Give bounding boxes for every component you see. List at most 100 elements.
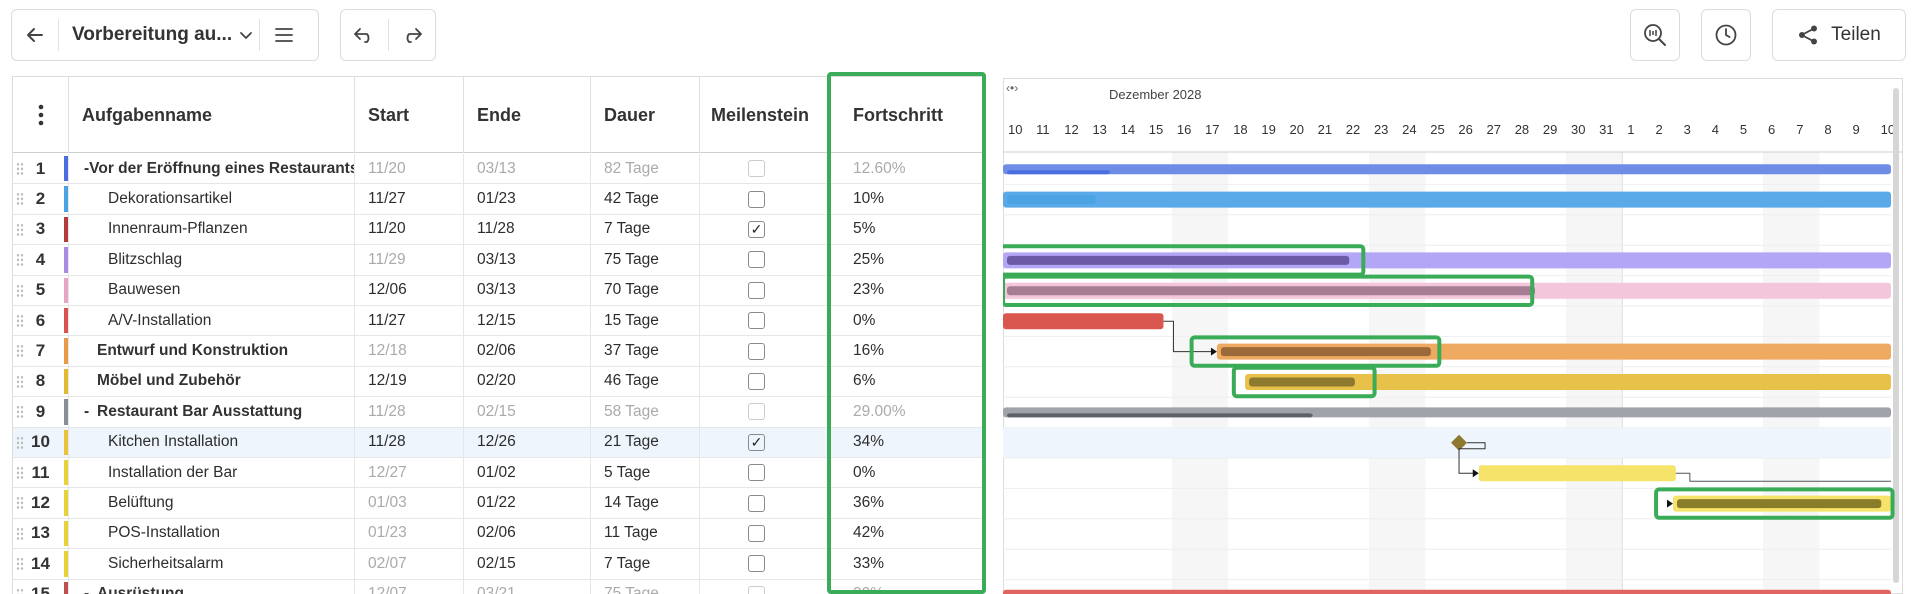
- drag-handle-icon[interactable]: [16, 222, 24, 237]
- drag-handle-icon[interactable]: [16, 526, 24, 541]
- start-date-cell[interactable]: 02/07: [355, 549, 464, 579]
- project-title-dropdown[interactable]: Vorbereitung au...: [59, 24, 259, 46]
- start-date-cell[interactable]: 11/20: [355, 154, 464, 184]
- collapse-toggle[interactable]: -: [84, 585, 90, 594]
- header-name[interactable]: Aufgabenname: [69, 77, 355, 153]
- duration-cell[interactable]: 75 Tage: [591, 245, 700, 275]
- table-row[interactable]: 5 Bauwesen 12/06 03/13 70 Tage 23%: [13, 275, 984, 306]
- end-date-cell[interactable]: 01/22: [464, 488, 591, 518]
- milestone-diamond-icon[interactable]: [1451, 434, 1468, 451]
- milestone-checkbox[interactable]: [748, 372, 765, 390]
- task-name-cell[interactable]: Sicherheitsalarm: [69, 549, 355, 579]
- progress-cell[interactable]: 34%: [831, 428, 984, 457]
- task-name-cell[interactable]: Innenraum-Pflanzen: [69, 214, 355, 245]
- progress-cell[interactable]: 33%: [831, 549, 984, 578]
- task-bar[interactable]: [1245, 374, 1891, 390]
- drag-handle-icon[interactable]: [16, 557, 24, 572]
- table-row[interactable]: 1 - Vor der Eröffnung eines Restaurants 11/…: [13, 154, 984, 185]
- task-bar[interactable]: [1003, 164, 1891, 175]
- zoom-button[interactable]: [1630, 9, 1680, 61]
- milestone-checkbox[interactable]: [748, 403, 765, 421]
- milestone-checkbox[interactable]: [748, 585, 765, 594]
- share-button[interactable]: Teilen: [1772, 9, 1906, 61]
- end-date-cell[interactable]: 03/13: [464, 275, 591, 305]
- milestone-checkbox[interactable]: [748, 342, 765, 360]
- end-date-cell[interactable]: 02/20: [464, 366, 591, 397]
- task-name-cell[interactable]: - Ausrüstung: [69, 579, 355, 594]
- start-date-cell[interactable]: 12/06: [355, 275, 464, 305]
- start-date-cell[interactable]: 01/23: [355, 518, 464, 549]
- milestone-checkbox[interactable]: [748, 464, 765, 482]
- task-bar[interactable]: [1003, 313, 1164, 330]
- end-date-cell[interactable]: 12/15: [464, 306, 591, 336]
- drag-handle-icon[interactable]: [16, 253, 24, 268]
- milestone-checkbox[interactable]: ✓: [748, 220, 765, 238]
- duration-cell[interactable]: 5 Tage: [591, 458, 700, 488]
- vertical-scrollbar[interactable]: [1893, 88, 1899, 583]
- duration-cell[interactable]: 7 Tage: [591, 214, 700, 245]
- start-date-cell[interactable]: 11/28: [355, 397, 464, 427]
- duration-cell[interactable]: 7 Tage: [591, 549, 700, 579]
- duration-cell[interactable]: 75 Tage: [591, 579, 700, 594]
- start-date-cell[interactable]: 11/27: [355, 306, 464, 336]
- drag-handle-icon[interactable]: [16, 314, 24, 328]
- table-row[interactable]: 9- Restaurant Bar Ausstattung 11/28 02/15 58…: [13, 397, 984, 428]
- redo-button[interactable]: [388, 10, 435, 60]
- task-name-cell[interactable]: A/V-Installation: [69, 306, 355, 336]
- column-options-button[interactable]: [13, 77, 69, 153]
- start-date-cell[interactable]: 12/27: [355, 458, 464, 488]
- history-button[interactable]: [1701, 9, 1751, 61]
- milestone-checkbox[interactable]: [748, 190, 765, 208]
- collapse-toggle[interactable]: -: [84, 159, 90, 177]
- progress-cell[interactable]: 12.60%: [831, 154, 984, 183]
- progress-cell[interactable]: 6%: [831, 367, 984, 396]
- drag-handle-icon[interactable]: [16, 283, 24, 298]
- start-date-cell[interactable]: 12/07: [355, 579, 464, 594]
- duration-cell[interactable]: 82 Tage: [591, 154, 700, 184]
- milestone-checkbox[interactable]: [748, 555, 765, 573]
- end-date-cell[interactable]: 12/26: [464, 427, 591, 457]
- header-progress[interactable]: Fortschritt: [831, 77, 984, 153]
- progress-cell[interactable]: 23%: [831, 276, 984, 305]
- progress-cell[interactable]: 30%: [831, 580, 984, 594]
- drag-handle-icon[interactable]: [16, 466, 24, 480]
- header-end[interactable]: Ende: [464, 77, 591, 153]
- drag-handle-icon[interactable]: [16, 587, 24, 594]
- progress-cell[interactable]: 29.00%: [831, 397, 984, 426]
- milestone-checkbox[interactable]: [748, 160, 765, 178]
- progress-cell[interactable]: 16%: [831, 336, 984, 365]
- progress-cell[interactable]: 5%: [831, 215, 984, 244]
- task-name-cell[interactable]: Entwurf und Konstruktion: [69, 336, 355, 366]
- task-name-cell[interactable]: - Vor der Eröffnung eines Restaurants: [69, 154, 355, 184]
- end-date-cell[interactable]: 01/23: [464, 184, 591, 214]
- task-name-cell[interactable]: Möbel und Zubehör: [69, 366, 355, 397]
- task-name-cell[interactable]: Installation der Bar: [69, 458, 355, 488]
- progress-cell[interactable]: 42%: [831, 519, 984, 548]
- progress-cell[interactable]: 0%: [831, 306, 984, 335]
- drag-handle-icon[interactable]: [16, 496, 24, 511]
- drag-handle-icon[interactable]: [16, 405, 24, 420]
- task-name-cell[interactable]: - Restaurant Bar Ausstattung: [69, 397, 355, 427]
- drag-handle-icon[interactable]: [16, 374, 24, 389]
- table-row[interactable]: 13 POS-Installation 01/23 02/06 11 Tage 42%: [13, 518, 984, 550]
- start-date-cell[interactable]: 11/29: [355, 245, 464, 275]
- end-date-cell[interactable]: 03/13: [464, 154, 591, 184]
- milestone-checkbox[interactable]: [748, 281, 765, 299]
- end-date-cell[interactable]: 02/06: [464, 336, 591, 366]
- progress-cell[interactable]: 36%: [831, 488, 984, 517]
- milestone-checkbox[interactable]: [748, 494, 765, 512]
- start-date-cell[interactable]: 01/03: [355, 488, 464, 518]
- duration-cell[interactable]: 11 Tage: [591, 518, 700, 549]
- end-date-cell[interactable]: 03/13: [464, 245, 591, 275]
- table-row[interactable]: 7 Entwurf und Konstruktion 12/18 02/06 37 Ta…: [13, 336, 984, 367]
- progress-cell[interactable]: 25%: [831, 245, 984, 274]
- start-date-cell[interactable]: 12/18: [355, 336, 464, 366]
- table-row[interactable]: 2 Dekorationsartikel 11/27 01/23 42 Tage 10%: [13, 184, 984, 215]
- end-date-cell[interactable]: 02/15: [464, 549, 591, 579]
- back-button[interactable]: [12, 10, 58, 60]
- duration-cell[interactable]: 42 Tage: [591, 184, 700, 214]
- task-name-cell[interactable]: Kitchen Installation: [69, 427, 355, 457]
- table-row[interactable]: 3 Innenraum-Pflanzen 11/20 11/28 7 Tage ✓ 5%: [13, 214, 984, 246]
- table-row[interactable]: 8 Möbel und Zubehör 12/19 02/20 46 Tage 6%: [13, 366, 984, 398]
- task-bar[interactable]: [1478, 465, 1676, 482]
